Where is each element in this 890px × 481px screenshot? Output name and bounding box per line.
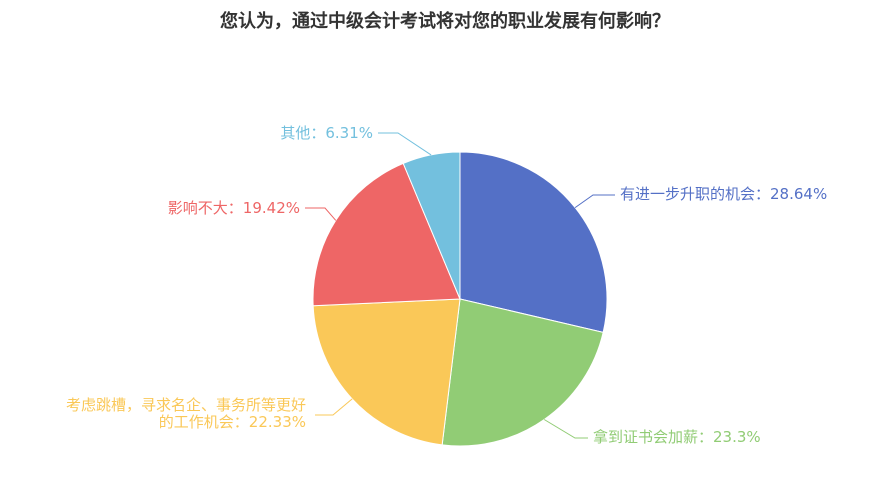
slice-labels: 有进一步升职的机会：28.64% 拿到证书会加薪：23.3% 考虑跳槽，寻求名企、事…	[66, 124, 827, 446]
leader-line-1	[574, 194, 615, 209]
pie-slice-1[interactable]	[459, 151, 608, 333]
chart-title: 您认为，通过中级会计考试将对您的职业发展有何影响？	[220, 10, 670, 32]
label-leader-lines	[305, 132, 615, 439]
pie-slices	[312, 151, 608, 447]
leader-line-4	[305, 207, 337, 221]
leader-line-5	[378, 132, 432, 156]
slice-label-4: 影响不大：19.42%	[168, 199, 300, 217]
leader-line-2	[543, 419, 588, 439]
slice-label-3: 考虑跳槽，寻求名企、事务所等更好的工作机会：22.33%	[66, 396, 306, 431]
leader-line-3	[315, 398, 353, 416]
slice-label-5: 其他：6.31%	[280, 124, 373, 142]
slice-label-2: 拿到证书会加薪：23.3%	[593, 428, 761, 446]
pie-slice-3[interactable]	[312, 298, 461, 446]
slice-label-1: 有进一步升职的机会：28.64%	[620, 185, 827, 203]
